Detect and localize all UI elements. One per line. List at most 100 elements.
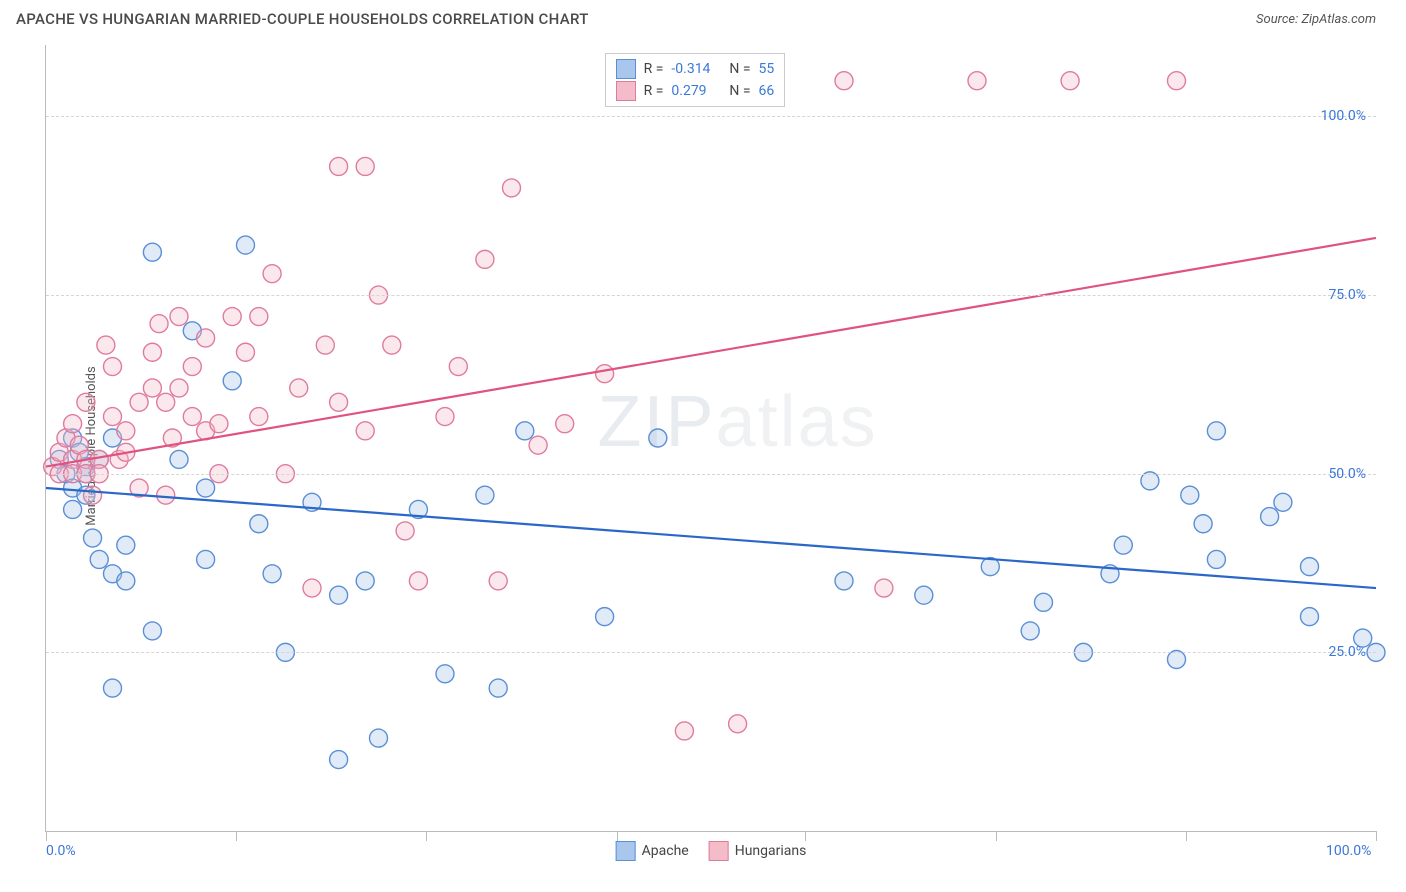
- scatter-point: [77, 393, 95, 411]
- legend-n-value: 66: [759, 80, 775, 102]
- scatter-chart: ZIPatlas R =-0.314N =55R =0.279N =66 Apa…: [45, 45, 1376, 832]
- legend-swatch: [616, 59, 636, 79]
- scatter-point: [1181, 486, 1199, 504]
- scatter-point: [675, 722, 693, 740]
- scatter-point: [1114, 536, 1132, 554]
- scatter-point: [223, 308, 241, 326]
- scatter-point: [117, 572, 135, 590]
- scatter-point: [1061, 72, 1079, 90]
- scatter-point: [143, 243, 161, 261]
- scatter-point: [290, 379, 308, 397]
- legend-correlation-row: R =-0.314N =55: [616, 58, 775, 80]
- scatter-point: [729, 715, 747, 733]
- scatter-point: [170, 450, 188, 468]
- scatter-point: [1261, 508, 1279, 526]
- scatter-point: [370, 729, 388, 747]
- scatter-point: [1301, 608, 1319, 626]
- y-tick-label: 75.0%: [1328, 287, 1366, 303]
- scatter-plot-svg: [46, 45, 1376, 831]
- scatter-point: [489, 679, 507, 697]
- legend-series: Apache Hungarians: [616, 841, 807, 861]
- scatter-point: [104, 408, 122, 426]
- legend-series-item: Hungarians: [709, 841, 807, 861]
- scatter-point: [1035, 593, 1053, 611]
- scatter-point: [183, 408, 201, 426]
- scatter-point: [356, 157, 374, 175]
- legend-correlation-row: R = 0.279 N = 66: [616, 80, 775, 102]
- scatter-point: [1274, 493, 1292, 511]
- scatter-point: [197, 479, 215, 497]
- x-tick: [236, 831, 237, 841]
- scatter-point: [1207, 550, 1225, 568]
- scatter-point: [1207, 422, 1225, 440]
- scatter-point: [84, 529, 102, 547]
- scatter-point: [143, 343, 161, 361]
- legend-r-label: R =: [644, 80, 664, 102]
- legend-series-label: Apache: [642, 843, 689, 859]
- legend-series-label: Hungarians: [735, 843, 807, 859]
- legend-r-label: R =: [644, 58, 664, 80]
- scatter-point: [835, 572, 853, 590]
- x-tick: [426, 831, 427, 841]
- x-tick: [1376, 831, 1377, 841]
- scatter-point: [330, 586, 348, 604]
- scatter-point: [330, 157, 348, 175]
- scatter-point: [143, 379, 161, 397]
- scatter-point: [183, 358, 201, 376]
- scatter-point: [263, 265, 281, 283]
- scatter-point: [356, 572, 374, 590]
- scatter-point: [90, 550, 108, 568]
- scatter-point: [250, 308, 268, 326]
- x-tick-label: 100.0%: [1326, 843, 1371, 859]
- legend-r-value: 0.279: [671, 80, 721, 102]
- scatter-point: [436, 408, 454, 426]
- legend-swatch: [709, 841, 729, 861]
- scatter-point: [529, 436, 547, 454]
- scatter-point: [915, 586, 933, 604]
- scatter-point: [596, 608, 614, 626]
- scatter-point: [330, 751, 348, 769]
- x-tick: [805, 831, 806, 841]
- scatter-point: [316, 336, 334, 354]
- scatter-point: [449, 358, 467, 376]
- scatter-point: [968, 72, 986, 90]
- legend-n-value: 55: [759, 58, 775, 80]
- scatter-point: [143, 622, 161, 640]
- y-tick-label: 50.0%: [1328, 466, 1366, 482]
- scatter-point: [516, 422, 534, 440]
- source-label: Source:: [1256, 12, 1298, 27]
- scatter-point: [150, 315, 168, 333]
- x-tick-label: 0.0%: [46, 843, 76, 859]
- scatter-point: [489, 572, 507, 590]
- x-tick: [617, 831, 618, 841]
- scatter-point: [84, 486, 102, 504]
- scatter-point: [476, 486, 494, 504]
- gridline: [46, 652, 1376, 653]
- scatter-point: [250, 408, 268, 426]
- scatter-point: [170, 308, 188, 326]
- scatter-point: [157, 393, 175, 411]
- scatter-point: [197, 329, 215, 347]
- scatter-point: [476, 250, 494, 268]
- legend-n-label: N =: [729, 58, 750, 80]
- scatter-point: [237, 236, 255, 254]
- x-tick: [1186, 831, 1187, 841]
- legend-n-label: N =: [729, 80, 750, 102]
- scatter-point: [64, 500, 82, 518]
- gridline: [46, 116, 1376, 117]
- x-tick: [46, 831, 47, 841]
- scatter-point: [210, 415, 228, 433]
- y-tick-label: 100.0%: [1321, 108, 1366, 124]
- scatter-point: [1194, 515, 1212, 533]
- chart-title: APACHE VS HUNGARIAN MARRIED-COUPLE HOUSE…: [16, 10, 589, 28]
- scatter-point: [157, 486, 175, 504]
- scatter-point: [117, 422, 135, 440]
- scatter-point: [97, 336, 115, 354]
- scatter-point: [303, 579, 321, 597]
- chart-header: APACHE VS HUNGARIAN MARRIED-COUPLE HOUSE…: [0, 0, 1406, 34]
- gridline: [46, 295, 1376, 296]
- scatter-point: [130, 393, 148, 411]
- scatter-point: [223, 372, 241, 390]
- scatter-point: [596, 365, 614, 383]
- scatter-point: [197, 550, 215, 568]
